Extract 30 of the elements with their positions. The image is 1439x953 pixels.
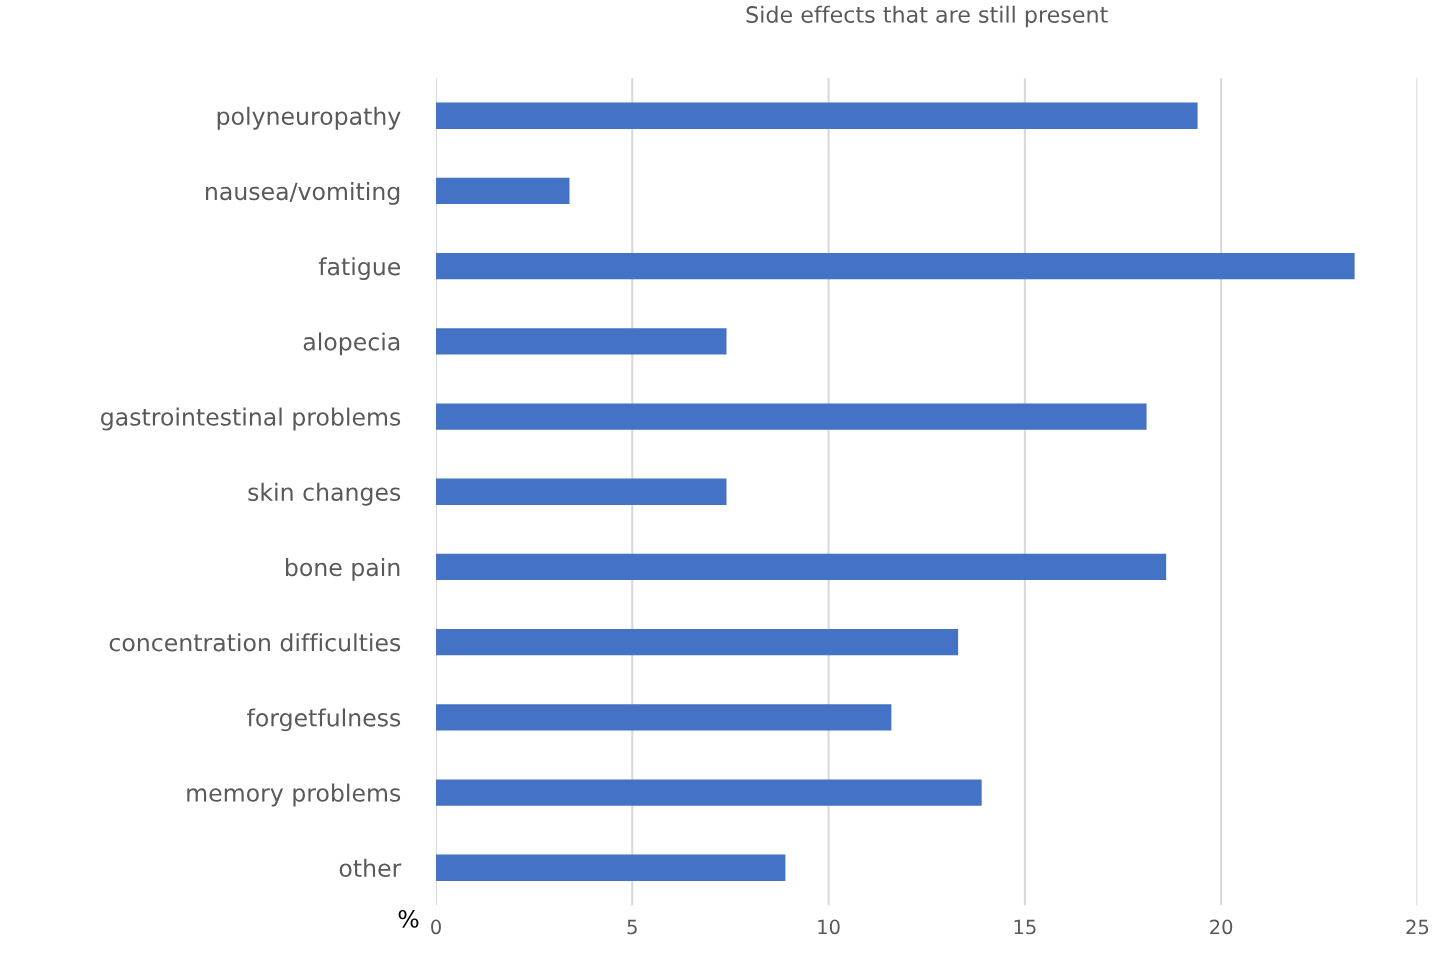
- bar: [436, 177, 570, 205]
- bar: [436, 478, 727, 505]
- bar: [436, 704, 892, 731]
- y-tick-label: forgetfulness: [247, 708, 401, 732]
- x-tick-label: 0: [431, 919, 441, 935]
- bar: [436, 102, 1198, 129]
- y-tick-label: fatigue: [318, 257, 401, 281]
- y-tick-label: concentration difficulties: [109, 633, 401, 652]
- y-tick-label: bone pain: [286, 557, 400, 581]
- chart-title: Side effects that are still present: [746, 5, 1108, 28]
- bar: [436, 628, 959, 656]
- bar: [436, 403, 1147, 430]
- bar: [436, 553, 1167, 581]
- bar: [436, 779, 982, 806]
- y-tick-label: nausea/vomiting: [206, 181, 400, 205]
- x-tick-label: 25: [1406, 919, 1429, 935]
- x-tick-label: 10: [818, 919, 840, 935]
- bar: [436, 854, 786, 881]
- y-tick-label: skin changes: [248, 482, 401, 506]
- y-tick-label: gastrointestinal problems: [101, 407, 401, 431]
- x-tick-label: 20: [1210, 919, 1233, 935]
- x-tick-label: 15: [1014, 919, 1036, 935]
- y-tick-label: polyneuropathy: [217, 106, 401, 130]
- y-tick-label: other: [339, 858, 402, 878]
- y-tick-label: memory problems: [187, 783, 401, 807]
- bar: [436, 252, 1355, 280]
- bar: [436, 328, 727, 355]
- y-tick-label: alopecia: [303, 332, 400, 356]
- x-axis-title: %: [398, 909, 419, 928]
- x-tick-label: 5: [627, 919, 637, 935]
